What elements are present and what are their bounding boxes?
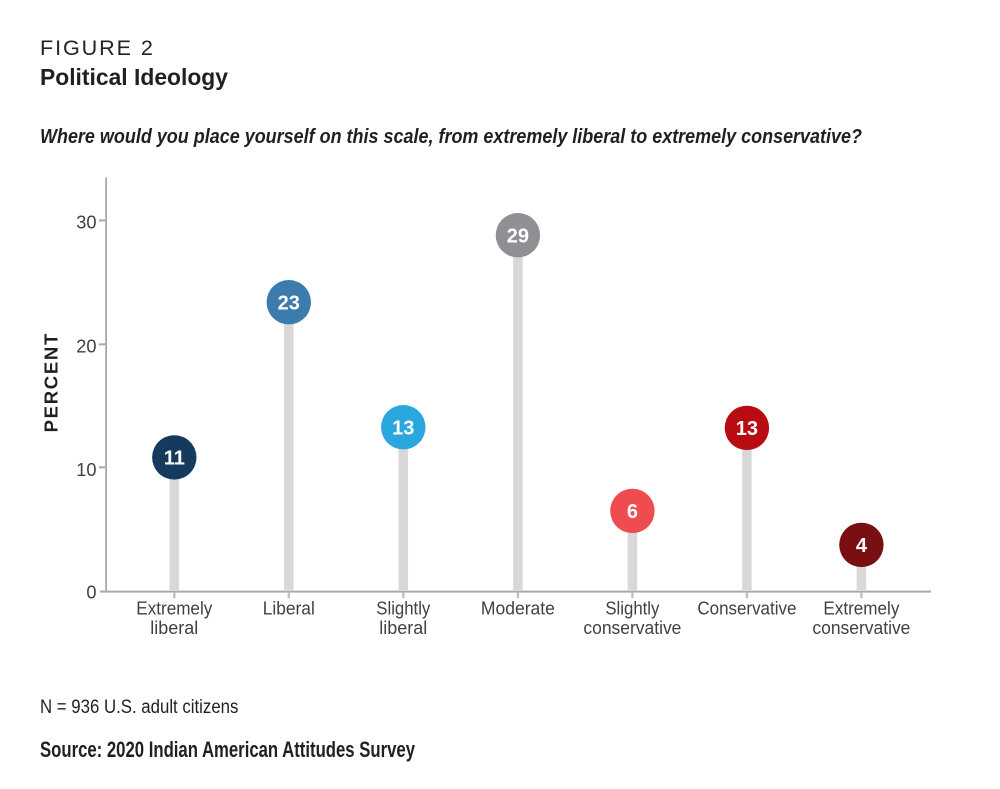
svg-text:13: 13 (392, 417, 414, 439)
svg-text:Liberal: Liberal (263, 599, 315, 619)
svg-text:Extremely: Extremely (823, 599, 900, 619)
svg-text:Slightly: Slightly (605, 599, 660, 619)
svg-text:6: 6 (627, 501, 638, 523)
svg-text:20: 20 (76, 337, 96, 357)
svg-text:Conservative: Conservative (697, 599, 796, 619)
svg-text:23: 23 (278, 292, 300, 314)
svg-text:N = 936 U.S. adult citizens: N = 936 U.S. adult citizens (40, 696, 239, 718)
svg-text:FIGURE 2: FIGURE 2 (40, 35, 155, 60)
svg-text:Extremely: Extremely (136, 599, 213, 619)
svg-text:Moderate: Moderate (481, 599, 555, 619)
svg-text:conservative: conservative (583, 618, 681, 638)
svg-text:PERCENT: PERCENT (40, 332, 61, 432)
svg-text:10: 10 (76, 460, 96, 480)
svg-text:Source: 2020 Indian American A: Source: 2020 Indian American Attitudes S… (40, 737, 416, 762)
svg-text:liberal: liberal (379, 618, 427, 638)
svg-text:Where would you place yourself: Where would you place yourself on this s… (40, 125, 862, 148)
svg-text:30: 30 (76, 213, 96, 233)
svg-text:Political Ideology: Political Ideology (40, 64, 228, 90)
svg-text:conservative: conservative (812, 618, 910, 638)
svg-text:Slightly: Slightly (376, 599, 431, 619)
svg-text:29: 29 (507, 225, 529, 247)
svg-text:0: 0 (86, 582, 96, 602)
svg-text:13: 13 (736, 418, 758, 440)
svg-text:4: 4 (856, 535, 868, 557)
svg-text:liberal: liberal (150, 618, 198, 638)
svg-text:11: 11 (164, 448, 185, 470)
